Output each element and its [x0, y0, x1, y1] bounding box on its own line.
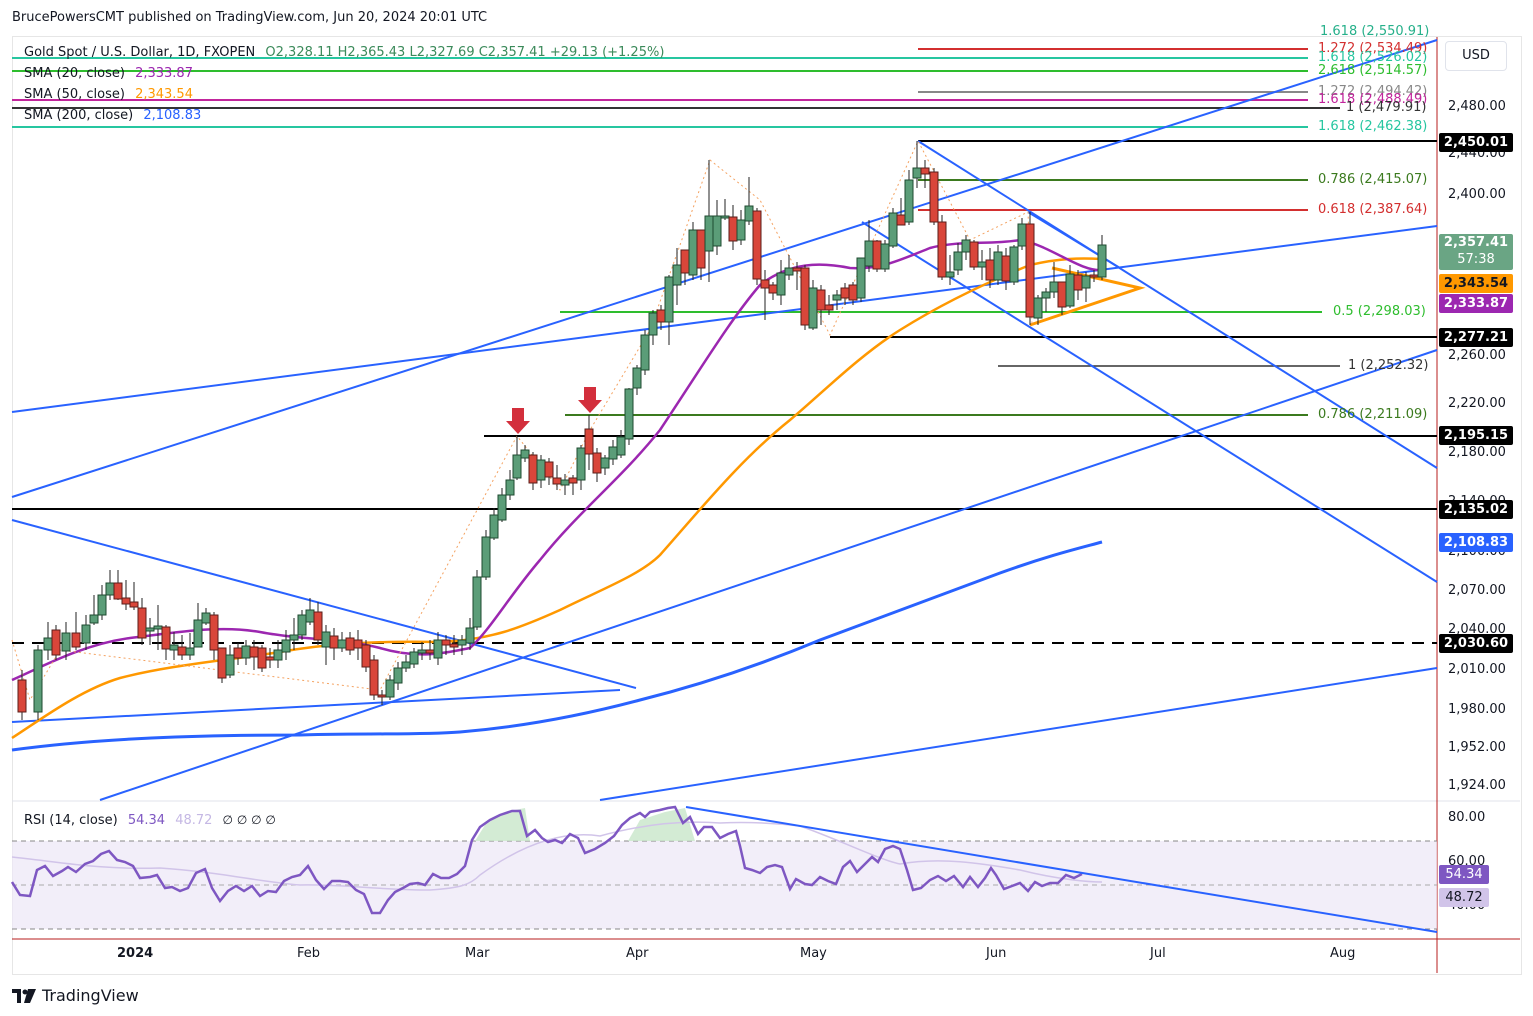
fib-label: 0.786 (2,211.09)	[1318, 407, 1428, 422]
sma20-line	[11, 238, 1103, 682]
price-tag-sma50: 2,343.54	[1439, 274, 1513, 293]
fib-label: 1.272 (2,534.49)	[1318, 41, 1428, 56]
last-price: 2,357.41	[1443, 235, 1509, 250]
fib-label: 1.618 (2,462.38)	[1318, 119, 1428, 134]
sma50-line	[11, 257, 1103, 740]
tradingview-logo[interactable]: TradingView	[12, 986, 139, 1005]
fib-label: 1 (2,252.32)	[1348, 358, 1429, 373]
rsi-legend[interactable]: RSI (14, close) 54.34 48.72 ∅ ∅ ∅ ∅	[24, 813, 276, 828]
fib-label: 1.272 (2,494.42)	[1318, 84, 1428, 99]
fib-label: 0.786 (2,415.07)	[1318, 172, 1428, 187]
brand-name: TradingView	[42, 986, 139, 1005]
chart-frame	[12, 36, 1522, 975]
time-tick: Apr	[626, 946, 649, 961]
price-tick: 2,010.00	[1448, 662, 1506, 677]
price-tick: 2,070.00	[1448, 583, 1506, 598]
publisher-caption: BrucePowersCMT published on TradingView.…	[12, 10, 488, 25]
sma20-legend[interactable]: SMA (20, close) 2,333.87	[24, 66, 193, 81]
fib-label: 1 (2,479.91)	[1346, 100, 1427, 115]
time-tick: Feb	[297, 946, 321, 961]
bar-countdown: 57:38	[1457, 252, 1495, 267]
price-tick: 2,040.00	[1448, 622, 1506, 637]
rsi-ma-tag: 48.72	[1439, 888, 1489, 907]
price-tag-sma20: 2,333.87	[1439, 294, 1513, 313]
symbol-name: Gold Spot / U.S. Dollar, 1D, FXOPEN	[24, 45, 256, 60]
sma200-legend[interactable]: SMA (200, close) 2,108.83	[24, 108, 201, 123]
rsi-label: RSI (14, close)	[24, 813, 118, 828]
fib-label: 0.5 (2,298.03)	[1333, 304, 1426, 319]
symbol-legend[interactable]: Gold Spot / U.S. Dollar, 1D, FXOPEN O2,3…	[24, 45, 664, 60]
sma50-value: 2,343.54	[135, 87, 193, 102]
price-tick: 1,980.00	[1448, 702, 1506, 717]
price-tick: 2,180.00	[1448, 445, 1506, 460]
fib-label: 1.618 (2,550.91)	[1320, 24, 1430, 39]
sma200-value: 2,108.83	[143, 108, 202, 123]
fib-label: 1.618 (2,526.02)	[1318, 50, 1428, 65]
time-tick: May	[800, 946, 827, 961]
sma200-label: SMA (200, close)	[24, 108, 134, 123]
price-tag-high: 2,450.01	[1439, 133, 1513, 152]
price-tag-level: 2,030.60	[1439, 634, 1513, 653]
price-tick: 2,400.00	[1448, 187, 1506, 202]
rsi-extra-values: ∅ ∅ ∅ ∅	[222, 813, 276, 827]
rsi-trendline	[685, 806, 1438, 933]
currency-button[interactable]: USD	[1445, 41, 1507, 71]
fib-lines	[12, 48, 1340, 416]
rsi-pane	[10, 805, 1438, 933]
price-tag-sma200: 2,108.83	[1439, 533, 1513, 552]
rsi-ma-line	[11, 821, 1103, 891]
price-tick: 2,220.00	[1448, 396, 1506, 411]
time-tick: Mar	[465, 946, 490, 961]
time-tick: 2024	[117, 946, 154, 961]
ohlc-values: O2,328.11 H2,365.43 L2,327.69 C2,357.41 …	[265, 45, 665, 60]
price-tick: 2,480.00	[1448, 99, 1506, 114]
sma50-label: SMA (50, close)	[24, 87, 125, 102]
sma200-line	[11, 540, 1103, 752]
horizontal-levels	[12, 140, 1437, 644]
rsi-line	[10, 805, 1083, 915]
price-tag-level: 2,195.15	[1439, 426, 1513, 445]
price-tag-level: 2,135.02	[1439, 500, 1513, 519]
time-tick: Jun	[986, 946, 1007, 961]
fib-label: 2.618 (2,514.57)	[1318, 63, 1428, 78]
price-tag-last: 2,357.41 57:38	[1439, 234, 1513, 270]
tradingview-logo-icon	[12, 988, 36, 1003]
time-tick: Aug	[1330, 946, 1356, 961]
rsi-tick: 80.00	[1448, 810, 1486, 825]
price-tick: 1,952.00	[1448, 740, 1506, 755]
rsi-tag: 54.34	[1439, 865, 1489, 884]
fib-label: 1.618 (2,488.49)	[1318, 92, 1428, 107]
candles	[17, 141, 1107, 720]
red-arrow-marker	[506, 387, 602, 434]
sma50-legend[interactable]: SMA (50, close) 2,343.54	[24, 87, 193, 102]
price-tick: 2,260.00	[1448, 348, 1506, 363]
sma20-value: 2,333.87	[135, 66, 193, 81]
rsi-value: 54.34	[127, 813, 166, 828]
fib-label: 0.618 (2,387.64)	[1318, 202, 1428, 217]
rsi-ma-value: 48.72	[175, 813, 213, 828]
sma20-label: SMA (20, close)	[24, 66, 125, 81]
price-tick: 1,924.00	[1448, 778, 1506, 793]
price-tag-level: 2,277.21	[1439, 328, 1513, 347]
time-tick: Jul	[1150, 946, 1166, 961]
trendlines	[11, 39, 1438, 801]
